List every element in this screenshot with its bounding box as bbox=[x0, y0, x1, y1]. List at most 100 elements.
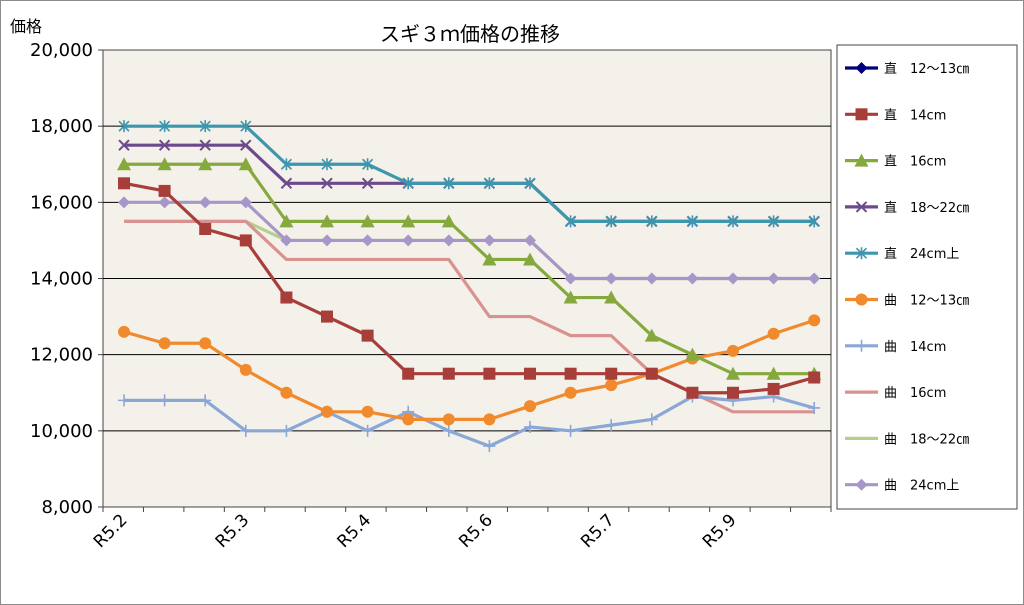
data-point bbox=[362, 158, 374, 171]
y-tick-label: 16,000 bbox=[30, 192, 93, 213]
data-point bbox=[483, 234, 496, 247]
data-point bbox=[564, 367, 577, 380]
data-point bbox=[402, 177, 414, 190]
y-tick-label: 14,000 bbox=[30, 269, 93, 290]
x-tick-label: R5.3 bbox=[212, 510, 254, 552]
data-point bbox=[158, 337, 171, 350]
data-point bbox=[118, 196, 130, 209]
data-point bbox=[239, 234, 252, 247]
data-point bbox=[768, 215, 780, 228]
data-point bbox=[199, 222, 212, 235]
data-point bbox=[605, 419, 618, 432]
data-point bbox=[686, 272, 699, 285]
data-point bbox=[564, 386, 577, 399]
series-4 bbox=[118, 120, 820, 228]
data-point bbox=[686, 215, 698, 228]
data-point bbox=[158, 184, 171, 197]
series-line bbox=[123, 181, 815, 395]
data-point bbox=[198, 157, 213, 171]
data-point bbox=[524, 400, 536, 413]
data-point bbox=[727, 272, 739, 285]
data-point bbox=[360, 214, 375, 228]
data-point bbox=[605, 379, 618, 392]
data-point bbox=[605, 272, 618, 285]
y-tick-label: 10,000 bbox=[30, 421, 93, 442]
data-point bbox=[199, 394, 212, 407]
legend-label: 直 16cm bbox=[884, 155, 946, 170]
y-tick-label: 12,000 bbox=[30, 345, 93, 366]
data-point bbox=[605, 367, 618, 380]
data-point bbox=[441, 214, 456, 228]
legend-entry: 曲 16cm bbox=[845, 386, 946, 401]
data-point bbox=[727, 386, 739, 399]
data-point bbox=[280, 386, 293, 399]
legend-label: 曲 24cm上 bbox=[884, 479, 959, 494]
data-point bbox=[442, 413, 455, 426]
x-tick-label: R5.4 bbox=[334, 510, 376, 552]
legend-entry: 直 16cm bbox=[845, 153, 946, 170]
data-point bbox=[239, 196, 252, 209]
data-point bbox=[524, 234, 536, 247]
data-point bbox=[808, 215, 820, 228]
y-tick-label: 18,000 bbox=[30, 116, 93, 137]
data-point bbox=[727, 344, 739, 357]
legend-entry: 直 14cm bbox=[845, 108, 946, 123]
chart-title: スギ３ｍ価格の推移 bbox=[380, 22, 560, 46]
legend-entry: 直 18〜22㎝ bbox=[845, 201, 969, 216]
data-point bbox=[321, 405, 333, 418]
legend-entry: 曲 12〜13㎝ bbox=[845, 293, 969, 309]
data-point bbox=[361, 424, 374, 437]
legend-swatch-marker bbox=[855, 478, 868, 491]
legend-label: 曲 16cm bbox=[884, 386, 946, 401]
x-tick-label: R5.9 bbox=[699, 510, 741, 552]
data-point bbox=[321, 158, 333, 171]
legend-label: 曲 12〜13㎝ bbox=[884, 294, 969, 309]
data-point bbox=[159, 120, 171, 133]
data-point bbox=[646, 215, 658, 228]
y-axis-label: 価格 bbox=[10, 17, 42, 36]
data-point bbox=[158, 394, 171, 407]
data-point bbox=[565, 215, 577, 228]
data-point bbox=[808, 371, 821, 384]
data-point bbox=[280, 234, 293, 247]
data-point bbox=[402, 367, 415, 380]
data-point bbox=[524, 367, 536, 380]
data-point bbox=[158, 196, 171, 209]
data-point bbox=[726, 366, 740, 380]
data-point bbox=[401, 214, 416, 228]
data-point bbox=[118, 177, 130, 190]
data-point bbox=[685, 347, 700, 361]
data-point bbox=[483, 367, 496, 380]
legend-label: 直 14cm bbox=[884, 108, 946, 123]
data-point bbox=[766, 366, 781, 380]
data-point bbox=[442, 234, 455, 247]
data-point bbox=[238, 157, 253, 171]
data-point bbox=[240, 120, 252, 133]
data-point bbox=[727, 215, 739, 228]
data-point bbox=[564, 424, 577, 437]
data-point bbox=[524, 421, 536, 434]
data-point bbox=[320, 214, 334, 228]
data-point bbox=[199, 139, 211, 151]
data-point bbox=[483, 413, 496, 426]
x-tick-label: R5.6 bbox=[455, 510, 497, 552]
data-point bbox=[686, 386, 699, 399]
data-point bbox=[524, 177, 536, 190]
data-point bbox=[645, 413, 658, 426]
legend-label: 直 12〜13㎝ bbox=[884, 62, 969, 77]
data-point bbox=[321, 177, 333, 189]
data-point bbox=[199, 337, 212, 350]
data-point bbox=[279, 214, 294, 228]
data-point bbox=[280, 291, 293, 304]
data-point bbox=[158, 139, 171, 151]
data-point bbox=[239, 424, 252, 437]
legend-swatch-marker bbox=[855, 339, 868, 352]
data-point bbox=[239, 363, 252, 376]
data-point bbox=[442, 424, 455, 437]
series-1 bbox=[118, 177, 821, 399]
series-line bbox=[124, 162, 815, 376]
legend-entry: 曲 18〜22㎝ bbox=[845, 432, 969, 447]
data-point bbox=[240, 139, 252, 151]
legend-label: 直 24cm上 bbox=[884, 247, 959, 262]
